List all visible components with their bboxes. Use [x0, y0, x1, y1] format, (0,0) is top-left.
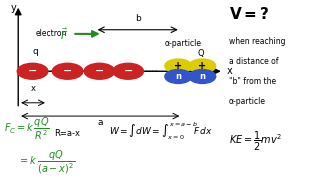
Text: $\vec{F}$: $\vec{F}$	[60, 26, 68, 42]
Text: x: x	[30, 84, 36, 93]
Text: +: +	[174, 61, 182, 71]
Circle shape	[165, 59, 192, 73]
Text: −: −	[124, 66, 133, 76]
Text: −: −	[28, 66, 37, 76]
Text: b: b	[135, 14, 140, 23]
Text: +: +	[198, 61, 206, 71]
Circle shape	[189, 69, 216, 84]
Text: x: x	[227, 66, 233, 76]
Text: $\bf{V = ?}$: $\bf{V = ?}$	[228, 6, 269, 22]
Text: y: y	[11, 3, 17, 13]
Text: −: −	[95, 66, 104, 76]
Text: a: a	[98, 118, 103, 127]
Text: n: n	[175, 72, 181, 81]
Text: $F_C = k\,\dfrac{qQ}{R^2}$: $F_C = k\,\dfrac{qQ}{R^2}$	[4, 115, 50, 142]
Text: a distance of: a distance of	[228, 57, 278, 66]
Text: $W = \int dW = \int_{x=0}^{x=a-b}\!\!F\,dx$: $W = \int dW = \int_{x=0}^{x=a-b}\!\!F\,…	[109, 120, 213, 142]
Text: $= k\,\dfrac{qQ}{(a-x)^2}$: $= k\,\dfrac{qQ}{(a-x)^2}$	[18, 148, 76, 176]
Circle shape	[17, 63, 48, 79]
Circle shape	[113, 63, 143, 79]
Circle shape	[165, 69, 192, 84]
Text: Q: Q	[198, 49, 204, 58]
Text: q: q	[33, 47, 39, 56]
Text: α-particle: α-particle	[228, 97, 266, 106]
Text: n: n	[199, 72, 205, 81]
Text: $KE = \dfrac{1}{2}mv^2$: $KE = \dfrac{1}{2}mv^2$	[228, 130, 282, 153]
Text: R=a-x: R=a-x	[55, 129, 81, 138]
Text: −: −	[63, 66, 72, 76]
Circle shape	[189, 59, 216, 73]
Text: electron: electron	[36, 29, 67, 38]
Text: when reaching: when reaching	[228, 37, 285, 46]
Text: α-particle: α-particle	[165, 39, 202, 48]
Text: "b" from the: "b" from the	[228, 77, 276, 86]
Circle shape	[84, 63, 115, 79]
Circle shape	[52, 63, 83, 79]
